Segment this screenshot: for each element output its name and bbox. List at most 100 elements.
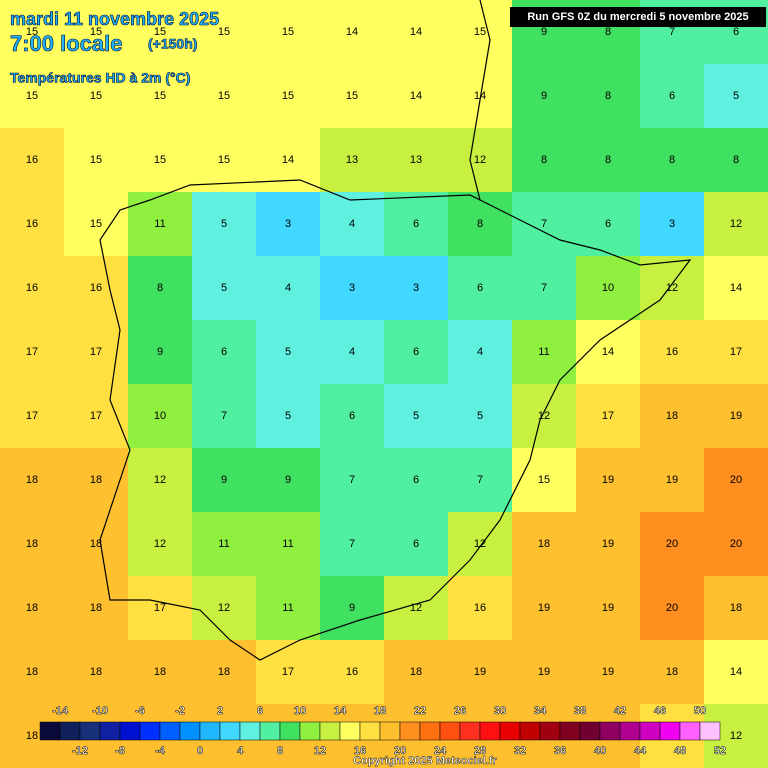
temperature-label: 17 xyxy=(26,346,38,358)
temperature-label: 9 xyxy=(285,474,291,486)
temperature-label: 10 xyxy=(154,410,166,422)
temperature-label: 15 xyxy=(90,90,102,102)
temperature-label: 6 xyxy=(477,282,483,294)
colorbar-swatch xyxy=(39,721,61,741)
temperature-label: 12 xyxy=(730,730,742,742)
temperature-label: 6 xyxy=(669,90,675,102)
temperature-cell xyxy=(256,320,320,384)
temperature-label: 17 xyxy=(730,346,742,358)
temperature-label: 19 xyxy=(602,666,614,678)
colorbar-label: 26 xyxy=(454,705,466,717)
temperature-label: 10 xyxy=(602,282,614,294)
temperature-label: 16 xyxy=(666,346,678,358)
temperature-cell xyxy=(384,640,448,704)
temperature-cell xyxy=(0,64,64,128)
temperature-label: 14 xyxy=(410,26,422,38)
temperature-cell xyxy=(320,320,384,384)
temperature-cell xyxy=(640,320,704,384)
temperature-cell xyxy=(384,0,448,64)
temperature-cell xyxy=(192,64,256,128)
temperature-label: 15 xyxy=(218,154,230,166)
temperature-label: 16 xyxy=(474,602,486,614)
colorbar-label: 2 xyxy=(217,705,223,717)
temperature-cell xyxy=(448,320,512,384)
colorbar-label: 18 xyxy=(374,705,386,717)
temperature-label: 19 xyxy=(602,538,614,550)
temperature-cell xyxy=(128,0,192,64)
temperature-cell xyxy=(192,512,256,576)
temperature-label: 18 xyxy=(666,666,678,678)
temperature-cell xyxy=(320,128,384,192)
temperature-label: 7 xyxy=(669,26,675,38)
temperature-cell xyxy=(128,512,192,576)
temperature-cell xyxy=(192,576,256,640)
colorbar-label: -8 xyxy=(115,745,125,757)
run-box xyxy=(510,7,766,27)
temperature-cell xyxy=(448,0,512,64)
temperature-cell xyxy=(384,320,448,384)
temperature-cell xyxy=(704,512,768,576)
temperature-cell xyxy=(576,64,640,128)
temperature-label: 8 xyxy=(157,282,163,294)
colorbar-label: 50 xyxy=(694,705,706,717)
temperature-label: 18 xyxy=(90,666,102,678)
colorbar: -14 -10 -6 -2 2 6 10 14 18 22 26 30 34 38 42 46 50-12 -8-… xyxy=(39,705,726,757)
temperature-cell xyxy=(384,192,448,256)
temperature-cell xyxy=(512,576,576,640)
temperature-label: 17 xyxy=(154,602,166,614)
colorbar-label: 22 xyxy=(414,705,426,717)
colorbar-label: 30 xyxy=(494,705,506,717)
temperature-label: 16 xyxy=(90,282,102,294)
temperature-label: 9 xyxy=(221,474,227,486)
temperature-label: 9 xyxy=(157,346,163,358)
temperature-label: 20 xyxy=(666,538,678,550)
colorbar-label: 36 xyxy=(554,745,566,757)
temperature-cell xyxy=(640,128,704,192)
temperature-cell xyxy=(384,384,448,448)
temperature-cell xyxy=(0,256,64,320)
temperature-label: 15 xyxy=(218,26,230,38)
colorbar-label: -10 xyxy=(92,705,108,717)
colorbar-label: 8 xyxy=(277,745,283,757)
temperature-cell xyxy=(256,0,320,64)
temperature-label: 12 xyxy=(474,538,486,550)
temperature-label: 15 xyxy=(282,26,294,38)
temperature-cell xyxy=(320,192,384,256)
temperature-cell xyxy=(640,448,704,512)
temperature-cell xyxy=(576,384,640,448)
temperature-cell xyxy=(128,320,192,384)
lead-time: (+150h) xyxy=(148,36,197,52)
temperature-label: 7 xyxy=(221,410,227,422)
temperature-label: 6 xyxy=(413,538,419,550)
temperature-label: 18 xyxy=(538,538,550,550)
temperature-cell xyxy=(64,192,128,256)
temperature-label: 8 xyxy=(733,154,739,166)
colorbar-label: 4 xyxy=(237,745,244,757)
temperature-cell xyxy=(640,640,704,704)
temperature-cell xyxy=(128,192,192,256)
subtitle: Températures HD à 2m (°C) xyxy=(10,70,190,86)
temperature-label: 18 xyxy=(666,410,678,422)
temperature-label: 17 xyxy=(90,410,102,422)
temperature-label: 8 xyxy=(477,218,483,230)
temperature-cell xyxy=(64,0,128,64)
temperature-label: 7 xyxy=(349,474,355,486)
temperature-cell xyxy=(320,256,384,320)
colorbar-swatch xyxy=(339,721,361,741)
temperature-label: 8 xyxy=(605,154,611,166)
temperature-cell xyxy=(512,512,576,576)
temperature-label: 18 xyxy=(90,602,102,614)
temperature-cell xyxy=(64,256,128,320)
temperature-cell xyxy=(320,448,384,512)
temperature-cell xyxy=(512,256,576,320)
temperature-label: 19 xyxy=(474,666,486,678)
temperature-cell xyxy=(128,256,192,320)
temperature-label: 15 xyxy=(474,26,486,38)
temperature-label: 5 xyxy=(221,282,227,294)
temperature-cell xyxy=(256,192,320,256)
temperature-label: 18 xyxy=(26,474,38,486)
temperature-label: 17 xyxy=(602,410,614,422)
temperature-cell xyxy=(640,64,704,128)
temperature-cell xyxy=(448,256,512,320)
